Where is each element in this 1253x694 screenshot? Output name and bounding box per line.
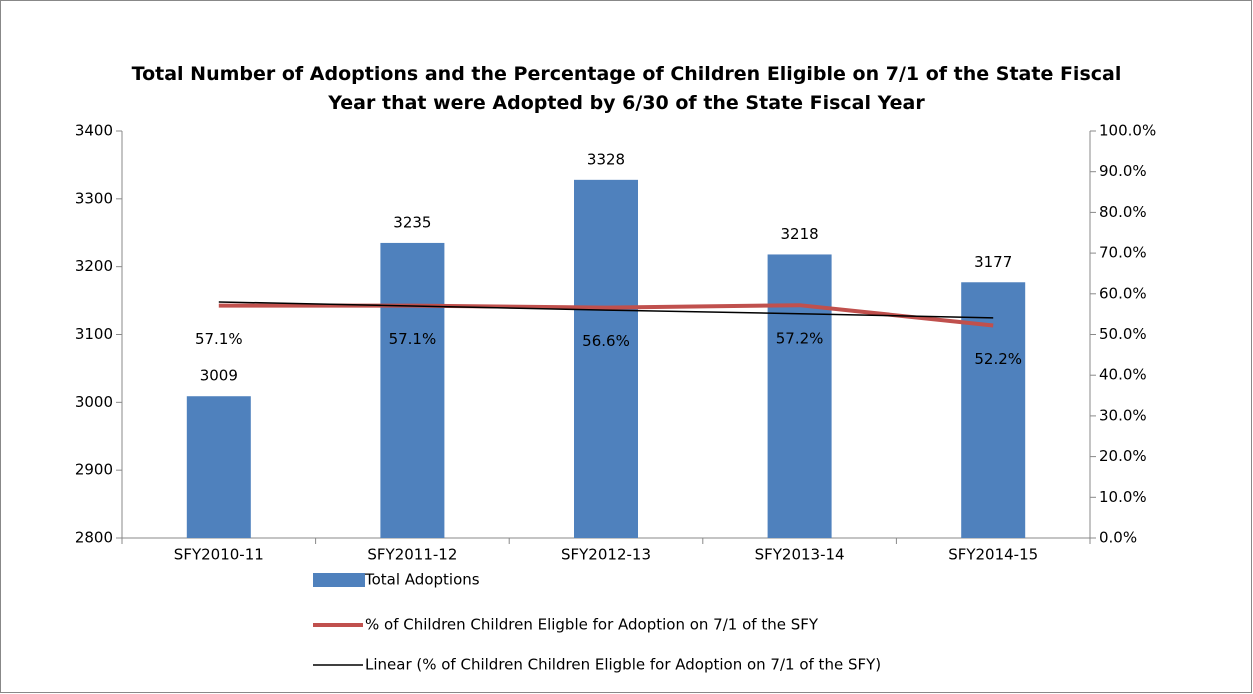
y-tick-label: 2800 [75,529,113,547]
y-tick-label: 3000 [75,393,113,411]
chart-title: Total Number of Adoptions and the Percen… [131,63,1122,114]
y2-tick-label: 0.0% [1099,529,1137,547]
y2-tick-label: 40.0% [1099,366,1147,384]
trend-line [218,301,994,319]
legend-swatch [313,573,365,587]
y2-tick-label: 60.0% [1099,284,1147,302]
legend-label: % of Children Children Eligble for Adopt… [365,616,819,634]
line-series [218,303,994,328]
y-tick-label: 3100 [75,325,113,343]
y2-tick-label: 50.0% [1099,325,1147,343]
x-tick-label: SFY2012-13 [561,546,651,564]
x-tick-label: SFY2013-14 [755,546,845,564]
x-tick-label: SFY2011-12 [367,546,457,564]
bar [186,396,251,538]
y2-tick-label: 80.0% [1099,203,1147,221]
bar [380,242,445,539]
bar-value-label: 3009 [200,367,238,385]
line-value-label: 52.2% [974,350,1022,368]
line-value-label: 57.1% [195,330,243,348]
line-value-label: 57.1% [389,330,437,348]
y-tick-label: 2900 [75,461,113,479]
y-tick-label: 3400 [75,122,113,140]
line-value-label: 56.6% [582,332,630,350]
y2-tick-label: 10.0% [1099,488,1147,506]
legend-label: Total Adoptions [364,571,480,589]
y-tick-label: 3200 [75,257,113,275]
bar-value-label: 3235 [393,213,431,231]
y2-tick-label: 100.0% [1099,122,1156,140]
y-tick-label: 3300 [75,189,113,207]
x-tick-label: SFY2010-11 [174,546,264,564]
bar [574,179,638,538]
bar [961,282,1026,538]
bar-value-label: 3328 [587,150,625,168]
y2-tick-label: 30.0% [1099,406,1147,424]
line-value-label: 57.2% [776,330,824,348]
x-tick-label: SFY2014-15 [948,546,1038,564]
y2-tick-label: 70.0% [1099,244,1147,262]
legend-label: Linear (% of Children Children Eligble f… [365,656,881,674]
y2-tick-label: 20.0% [1099,447,1147,465]
bar [767,254,832,538]
bar-value-label: 3218 [781,225,819,243]
bar-value-label: 3177 [974,253,1012,271]
y2-tick-label: 90.0% [1099,162,1147,180]
